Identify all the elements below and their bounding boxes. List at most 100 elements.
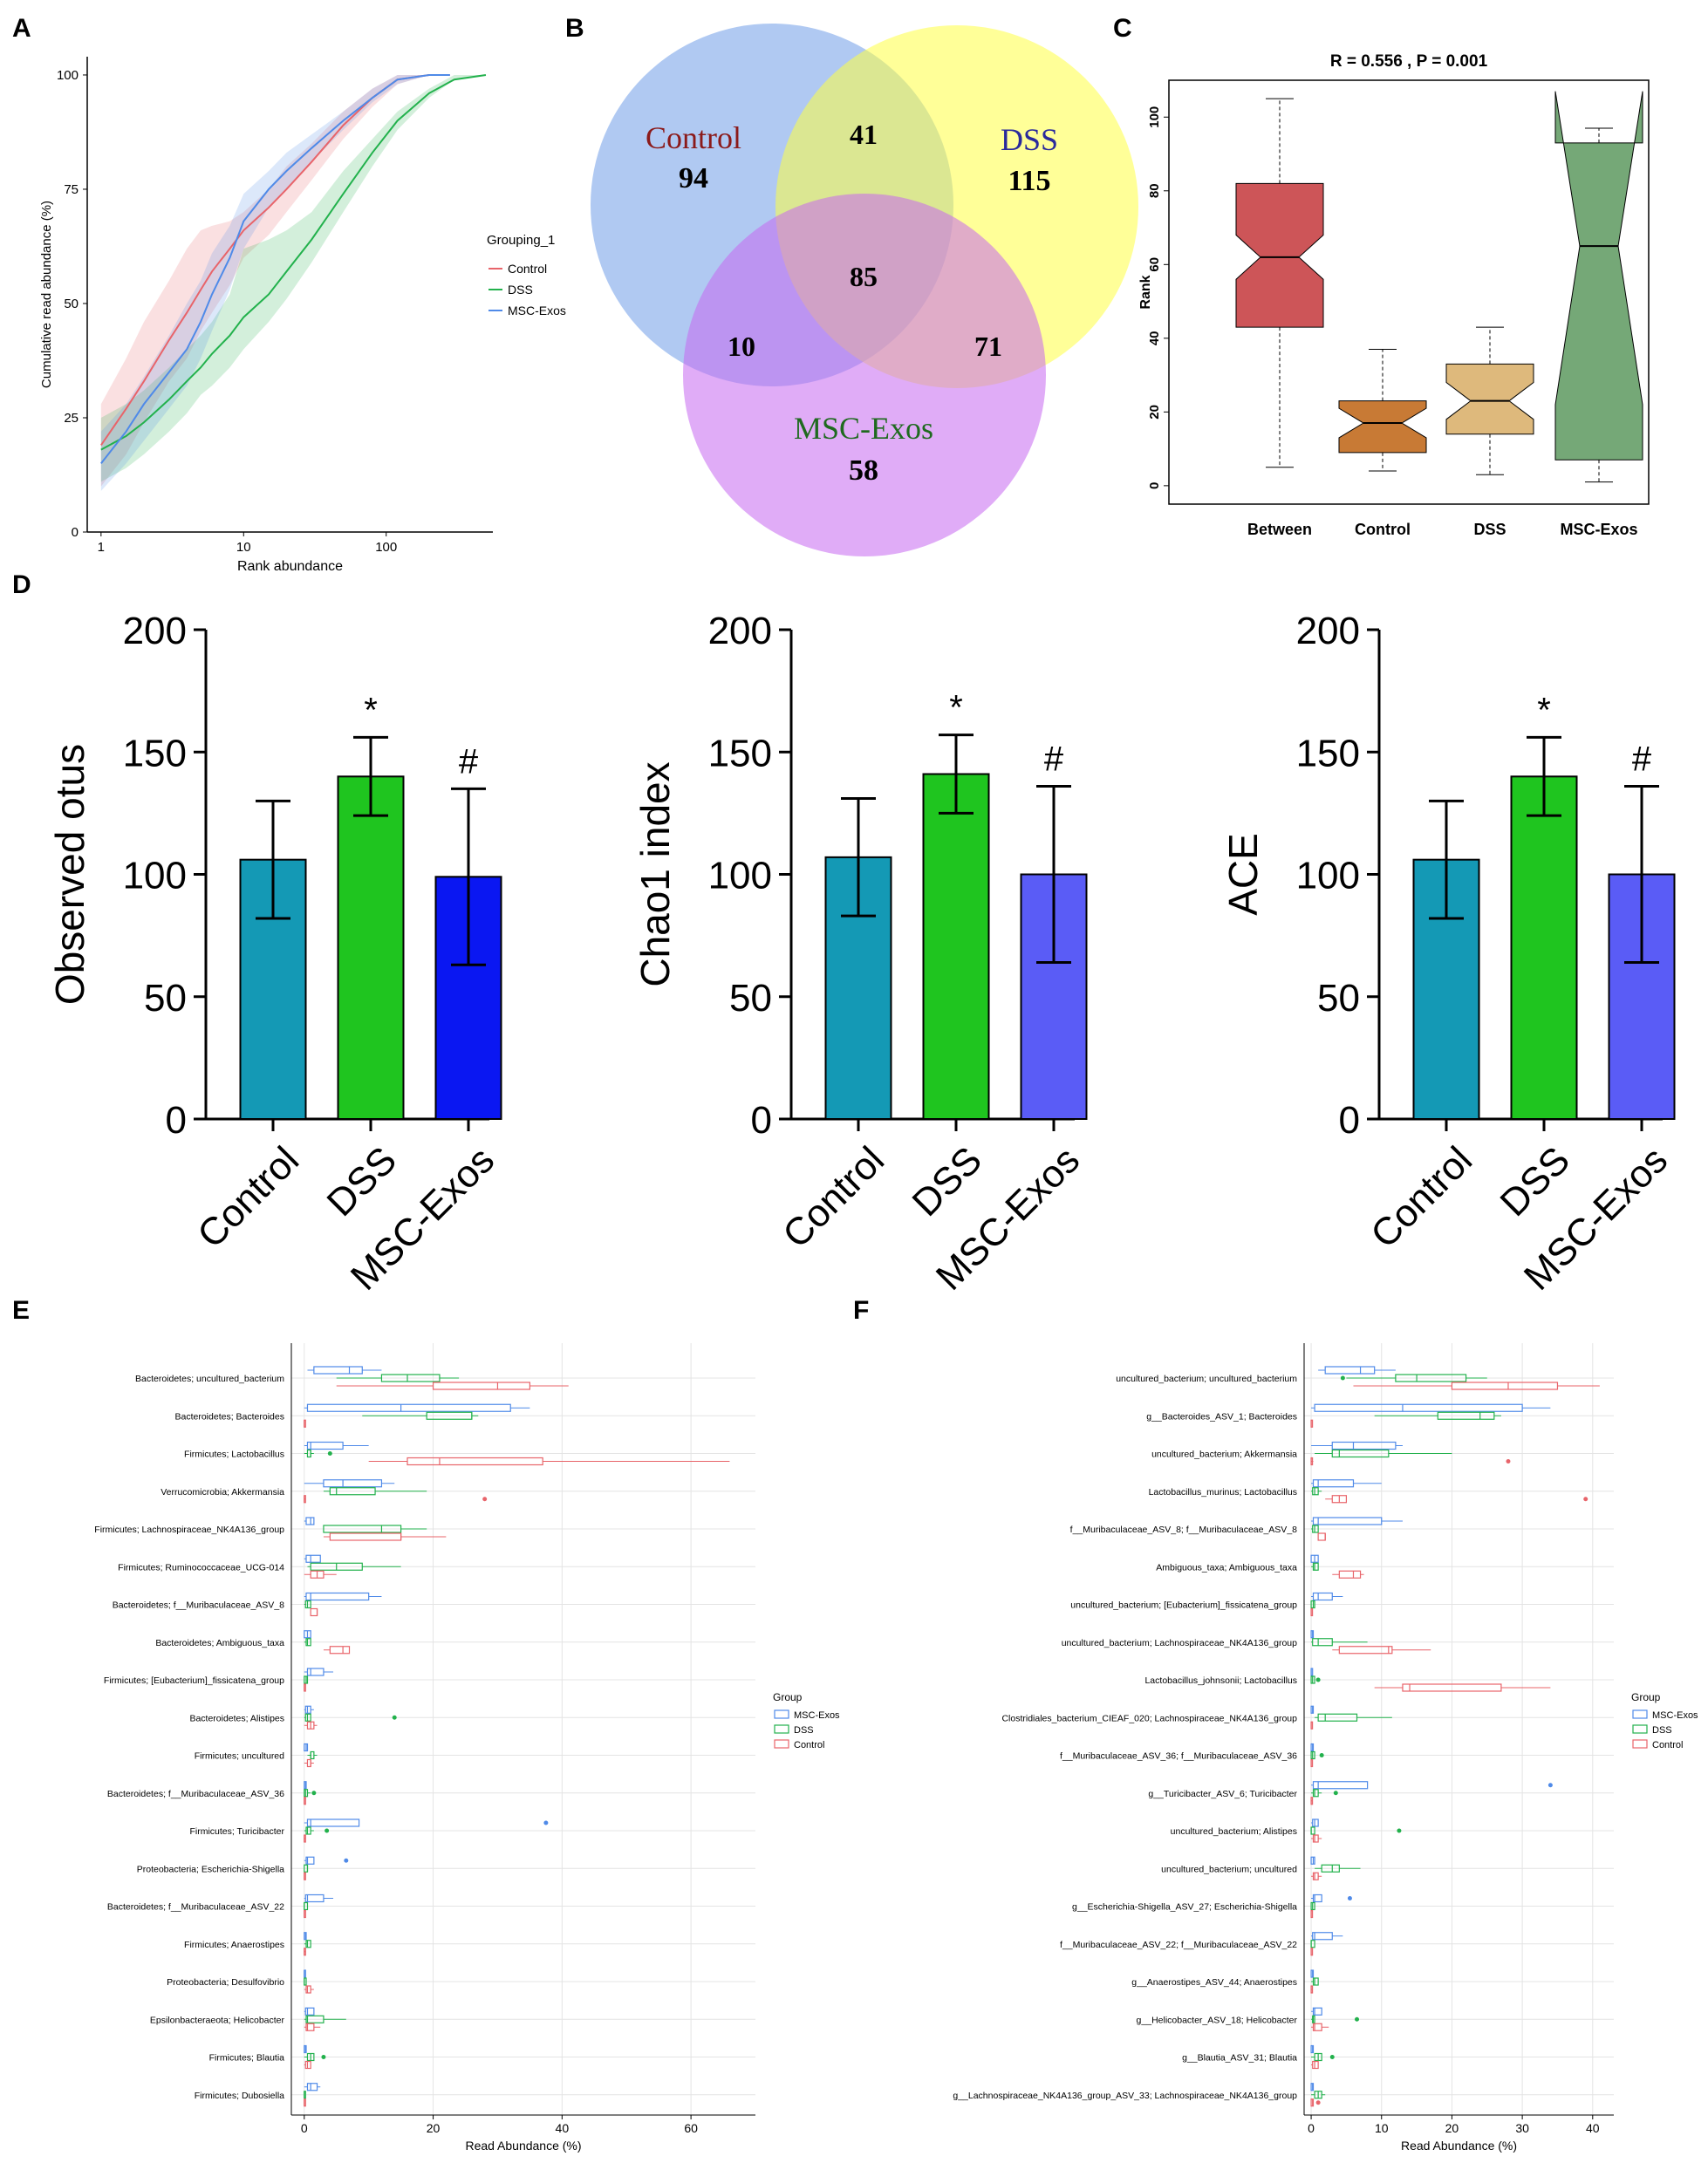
box-rect (1312, 1932, 1333, 1941)
box-outlier (1547, 1783, 1553, 1788)
box-rect (304, 1600, 311, 1609)
panel-c-x-tick-label: Between (1247, 521, 1312, 538)
box-rect (1317, 1713, 1358, 1722)
box-rect (304, 2060, 311, 2070)
box-rect (313, 1366, 363, 1375)
panel-c-y-tick-label: 0 (1147, 482, 1162, 489)
bar-x-tick-label: Control (775, 1138, 892, 1256)
box-legend-title: Group (773, 1691, 803, 1703)
box-x-tick-label: 40 (1586, 2121, 1600, 2135)
box-row-label: Firmicutes; Ruminococcaceae_UCG-014 (118, 1562, 284, 1573)
venn-circle-msc-exos (683, 194, 1046, 556)
box-row-label: Proteobacteria; Escherichia-Shigella (137, 1864, 284, 1874)
box-outlier (1347, 1896, 1352, 1900)
panel-a-line-1 (100, 73, 487, 451)
box-x-tick-label: 0 (301, 2121, 308, 2135)
box-row-label: g__Turicibacter_ASV_6; Turicibacter (1148, 1789, 1297, 1799)
box-legend-key (774, 1709, 789, 1719)
box-rect (305, 1985, 311, 1994)
box-x-tick-label: 40 (556, 2121, 570, 2135)
box-row-label: Firmicutes; Dubosiella (195, 2091, 284, 2101)
box-rect (329, 1532, 402, 1541)
panel-a-y-tick-label: 25 (64, 411, 79, 426)
panel-c-box (1554, 91, 1643, 461)
bar-significance-mark: # (1632, 740, 1652, 779)
box-rect (432, 1382, 530, 1390)
bar-dss (337, 775, 405, 1120)
box-rect (1312, 1525, 1319, 1533)
box-rect (1312, 1638, 1333, 1647)
venn-set-name: MSC-Exos (794, 411, 933, 446)
box-rect (1312, 1562, 1319, 1571)
bar-y-tick-label: 50 (144, 977, 187, 1020)
box-outlier (1319, 1753, 1324, 1757)
box-row-label: Firmicutes; Turicibacter (189, 1826, 284, 1837)
bar-y-label: Chao1 index (632, 761, 678, 986)
bar-x-tick-label: DSS (319, 1138, 406, 1225)
venn-count-only: 115 (1008, 165, 1050, 197)
box-row-label: Clostridiales_bacterium_CIEAF_020; Lachn… (1001, 1713, 1297, 1723)
box-rect (1331, 1441, 1397, 1450)
box-rect (1312, 1781, 1369, 1790)
box-row-label: uncultured_bacterium; uncultured_bacteri… (1116, 1374, 1297, 1384)
panel-f-chart: uncultured_bacterium; uncultured_bacteri… (953, 1343, 1698, 2153)
box-row-label: Proteobacteria; Desulfovibrio (167, 1977, 284, 1988)
panel-c-box (1235, 182, 1324, 328)
box-outlier (482, 1497, 488, 1502)
panel-c-y-tick-label: 80 (1147, 183, 1162, 198)
panel-e-chart: Bacteroidetes; uncultured_bacterium Bacte… (94, 1343, 840, 2153)
box-legend-label: DSS (1652, 1725, 1672, 1736)
bar-dss (1510, 775, 1578, 1120)
box-rect (1395, 1374, 1467, 1382)
box-outlier (543, 1820, 549, 1825)
bar-significance-mark: * (949, 689, 963, 727)
panel-c-box (1338, 400, 1427, 454)
box-rect (323, 1479, 383, 1488)
box-rect (380, 1374, 441, 1382)
box-legend-label: MSC-Exos (794, 1710, 840, 1721)
box-legend-key (1632, 1739, 1648, 1749)
box-rect (305, 1638, 311, 1647)
box-legend-label: DSS (794, 1725, 814, 1736)
panel-c-y-tick-label: 20 (1147, 405, 1162, 420)
box-rect (1312, 2007, 1322, 2016)
box-legend-key (774, 1739, 789, 1749)
box-outlier (1506, 1459, 1511, 1464)
box-legend-label: Control (794, 1740, 824, 1750)
panel-c-y-tick-label: 100 (1147, 106, 1162, 128)
bar-y-tick-label: 0 (166, 1099, 187, 1142)
panel-letter-B: B (565, 14, 584, 43)
box-row-label: g__Helicobacter_ASV_18; Helicobacter (1137, 2015, 1298, 2025)
panel-a-y-tick-label: 0 (72, 525, 79, 540)
panel-a-legend-label-2: MSC-Exos (508, 304, 566, 317)
box-row-label: Bacteroidetes; f__Muribaculaceae_ASV_8 (113, 1600, 284, 1611)
box-rect (1312, 2060, 1319, 2070)
box-row-label: g__Blautia_ASV_31; Blautia (1182, 2053, 1297, 2064)
box-outlier (1397, 1828, 1402, 1833)
box-row-label: Lactobacillus_johnsonii; Lactobacillus (1144, 1675, 1297, 1686)
box-row-label: uncultured_bacterium; uncultured (1161, 1864, 1297, 1874)
box-rect (1338, 1646, 1393, 1655)
box-rect (323, 1525, 402, 1533)
box-rect (304, 2007, 315, 2016)
box-rect (1402, 1683, 1502, 1692)
panel-a-x-label: Rank abundance (237, 559, 343, 574)
box-rect (1312, 1977, 1319, 1986)
box-x-label: Read Abundance (%) (1401, 2139, 1517, 2153)
box-outlier (344, 1858, 349, 1863)
box-row-label: Bacteroidetes; uncultured_bacterium (135, 1374, 284, 1384)
box-rect (306, 1668, 325, 1676)
bar-y-tick-label: 0 (1339, 1099, 1360, 1142)
venn-count-only: 58 (849, 454, 878, 487)
bar-x-tick-label: Control (1363, 1138, 1480, 1256)
box-rect (1312, 1818, 1319, 1827)
bar-control (824, 856, 892, 1120)
box-outlier (327, 1451, 332, 1456)
panel-a-legend-title: Grouping_1 (487, 233, 555, 248)
venn-set-name: DSS (1001, 122, 1058, 157)
box-x-tick-label: 30 (1515, 2121, 1529, 2135)
box-rect (1312, 1592, 1333, 1601)
venn-count-only: 94 (679, 162, 708, 194)
bar-y-tick-label: 50 (1317, 977, 1360, 1020)
